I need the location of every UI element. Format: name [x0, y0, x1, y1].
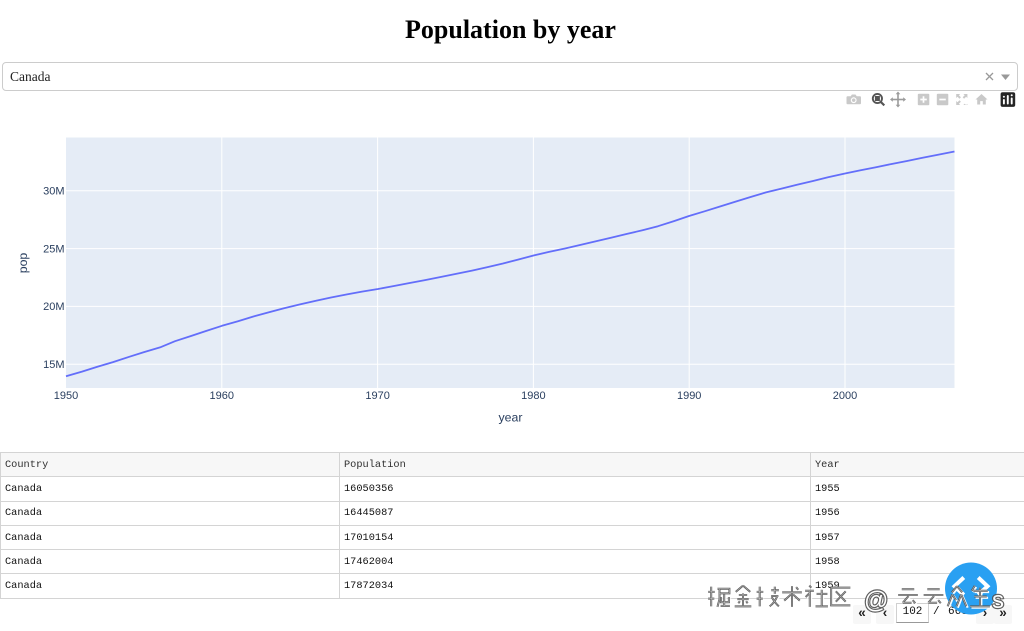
svg-text:1990: 1990 — [677, 390, 701, 402]
svg-text:30M: 30M — [43, 186, 64, 198]
svg-text:1980: 1980 — [521, 390, 545, 402]
svg-text:25M: 25M — [43, 243, 64, 255]
svg-text:pop: pop — [16, 253, 30, 274]
svg-text:2000: 2000 — [833, 390, 857, 402]
svg-text:s: s — [993, 588, 1005, 615]
svg-text:@: @ — [864, 587, 888, 614]
svg-text:year: year — [499, 410, 523, 424]
svg-text:15M: 15M — [43, 359, 64, 371]
svg-text:1950: 1950 — [54, 390, 78, 402]
svg-text:1960: 1960 — [210, 390, 234, 402]
svg-text:s: s — [992, 587, 1004, 614]
svg-text:20M: 20M — [43, 301, 64, 313]
svg-text:1970: 1970 — [365, 390, 389, 402]
svg-text:@: @ — [865, 588, 889, 615]
